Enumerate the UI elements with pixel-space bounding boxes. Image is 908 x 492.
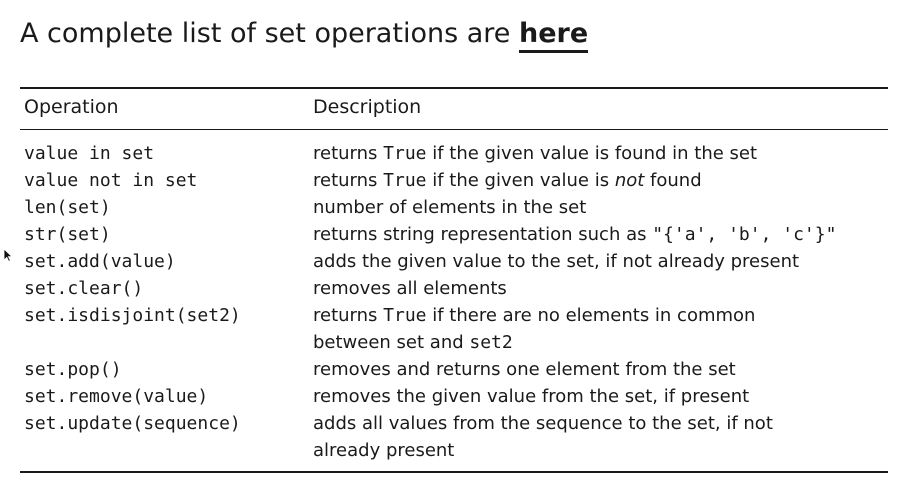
description-cell: adds all values from the sequence to the… <box>313 413 773 461</box>
operation-cell: set.remove(value) <box>24 386 209 407</box>
description-cell: adds the given value to the set, if not … <box>313 251 800 272</box>
operation-cell: value in set <box>24 143 155 164</box>
table-top-rule <box>20 87 888 89</box>
table-row: set.update(sequence) adds all values fro… <box>0 410 908 464</box>
description-cell: returns string representation such as "{… <box>313 224 837 245</box>
description-cell: number of elements in the set <box>313 197 587 218</box>
description-cell: returns True if the given value is found… <box>313 143 758 164</box>
operation-cell: set.update(sequence) <box>24 413 241 434</box>
operation-cell: len(set) <box>24 197 111 218</box>
here-link[interactable]: here <box>518 18 589 53</box>
column-header-operation: Operation <box>24 96 119 118</box>
table-row: value not in set returns True if the giv… <box>0 167 908 194</box>
description-cell: removes the given value from the set, if… <box>313 386 750 407</box>
description-cell: returns True if the given value is not f… <box>313 170 702 191</box>
operation-cell: set.add(value) <box>24 251 176 272</box>
table-row: str(set) returns string representation s… <box>0 221 908 248</box>
table-bottom-rule <box>20 471 888 473</box>
table-row: set.clear() removes all elements <box>0 275 908 302</box>
table-body: value in set returns True if the given v… <box>0 140 908 464</box>
operation-cell: value not in set <box>24 170 198 191</box>
description-cell: removes all elements <box>313 278 507 299</box>
operation-cell: str(set) <box>24 224 111 245</box>
description-cell: returns True if there are no elements in… <box>313 305 756 353</box>
operation-cell: set.isdisjoint(set2) <box>24 305 241 326</box>
page-heading: A complete list of set operations are he… <box>20 18 589 53</box>
operation-cell: set.clear() <box>24 278 144 299</box>
mouse-pointer-icon <box>3 248 13 262</box>
table-row: len(set) number of elements in the set <box>0 194 908 221</box>
heading-text: A complete list of set operations are <box>20 18 519 49</box>
operation-cell: set.pop() <box>24 359 122 380</box>
table-header-rule <box>20 129 888 130</box>
column-header-description: Description <box>313 96 422 118</box>
table-row: value in set returns True if the given v… <box>0 140 908 167</box>
table-row: set.add(value) adds the given value to t… <box>0 248 908 275</box>
table-row: set.isdisjoint(set2) returns True if the… <box>0 302 908 356</box>
description-cell: removes and returns one element from the… <box>313 359 736 380</box>
table-row: set.remove(value) removes the given valu… <box>0 383 908 410</box>
table-row: set.pop() removes and returns one elemen… <box>0 356 908 383</box>
